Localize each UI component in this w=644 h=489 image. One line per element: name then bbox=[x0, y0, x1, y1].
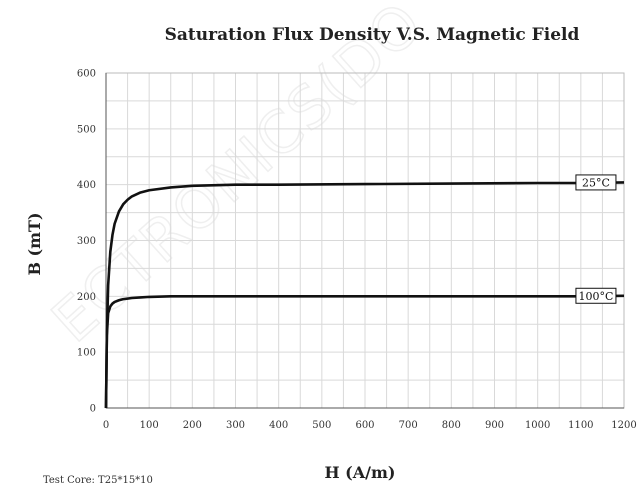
grid bbox=[106, 73, 624, 408]
x-tick-label: 700 bbox=[399, 420, 418, 431]
series-label-text: 100°C bbox=[578, 290, 613, 303]
y-axis-title: B (mT) bbox=[25, 212, 44, 275]
y-tick-label: 600 bbox=[77, 69, 96, 80]
series-label-0: 25°C bbox=[575, 174, 617, 191]
series-line-0 bbox=[104, 181, 625, 409]
series-label-1: 100°C bbox=[575, 287, 617, 304]
x-axis-title: H (A/m) bbox=[324, 463, 395, 482]
y-tick-label: 0 bbox=[90, 404, 96, 415]
series-labels: 25°C 100°C bbox=[575, 174, 617, 304]
y-tick-label: 500 bbox=[77, 124, 96, 135]
x-tick-label: 1100 bbox=[568, 420, 593, 431]
x-tick-label: 1200 bbox=[611, 420, 636, 431]
x-tick-label: 500 bbox=[312, 420, 331, 431]
series-label-box bbox=[575, 287, 617, 304]
x-tick-labels: 0 100 200 300 400 500 600 700 800 900 1000 1100 1200 bbox=[103, 420, 637, 431]
series-line-1 bbox=[104, 294, 625, 409]
x-tick-label: 400 bbox=[269, 420, 288, 431]
y-tick-label: 100 bbox=[77, 348, 96, 359]
x-tick-label: 100 bbox=[140, 420, 159, 431]
watermark-text: ECTRONICS(DO bbox=[39, 0, 436, 355]
series-label-box bbox=[575, 174, 617, 191]
y-tick-label: 300 bbox=[77, 236, 96, 247]
x-tick-label: 900 bbox=[485, 420, 504, 431]
x-tick-label: 800 bbox=[442, 420, 461, 431]
chart-title: Saturation Flux Density V.S. Magnetic Fi… bbox=[165, 25, 580, 45]
x-tick-label: 200 bbox=[183, 420, 202, 431]
x-tick-label: 1000 bbox=[525, 420, 550, 431]
x-tick-label: 600 bbox=[355, 420, 374, 431]
x-tick-label: 0 bbox=[103, 420, 109, 431]
y-tick-label: 200 bbox=[77, 292, 96, 303]
y-tick-label: 400 bbox=[77, 180, 96, 191]
x-tick-label: 300 bbox=[226, 420, 245, 431]
y-tick-labels: 0 100 200 300 400 500 600 bbox=[77, 69, 96, 415]
test-core-note: Test Core: T25*15*10 bbox=[43, 475, 153, 486]
series-label-text: 25°C bbox=[582, 176, 610, 189]
series-lines bbox=[104, 181, 625, 409]
